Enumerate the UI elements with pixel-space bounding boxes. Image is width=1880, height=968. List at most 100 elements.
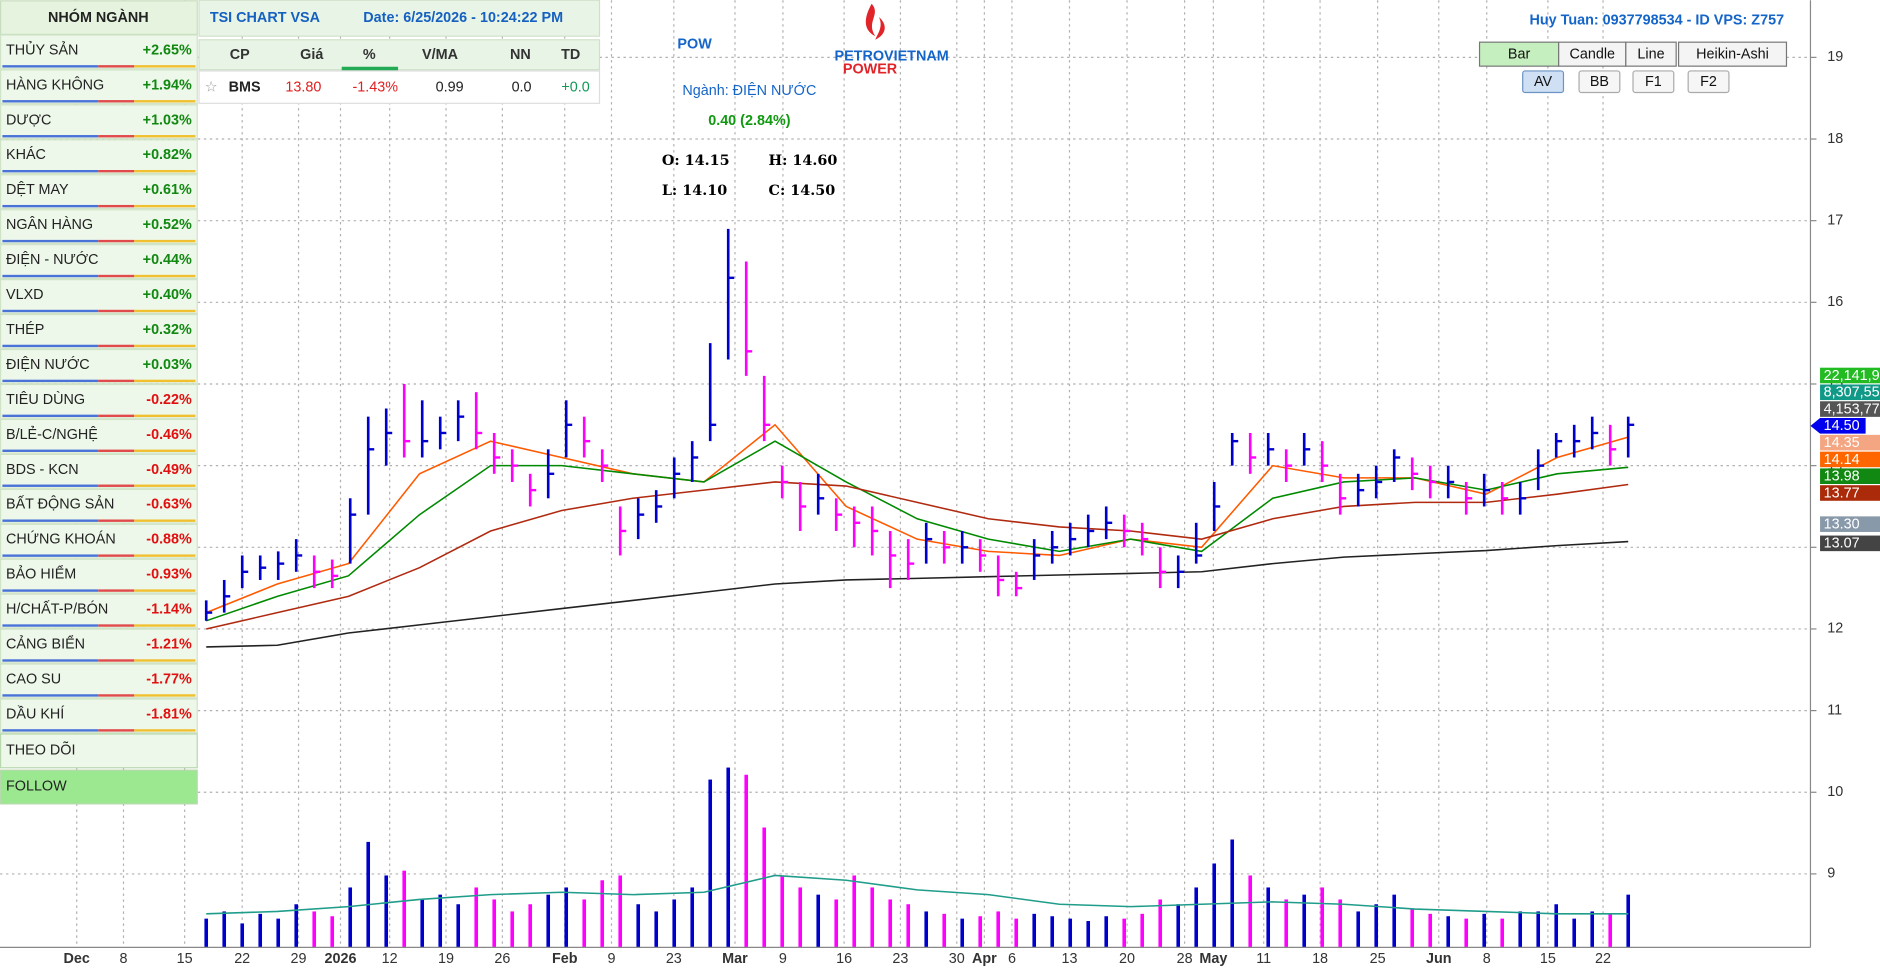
sector-change[interactable]: -0.22%	[146, 392, 192, 408]
sector-name[interactable]: HÀNG KHÔNG	[6, 76, 104, 93]
sector-bar	[134, 449, 196, 452]
sector-change[interactable]: -1.21%	[146, 637, 192, 653]
indicator-button[interactable]	[1687, 70, 1730, 94]
sector-name[interactable]: DỆT MAY	[6, 181, 69, 198]
sector-name[interactable]: BẤT ĐỘNG SẢN	[6, 496, 114, 513]
sector-row[interactable]	[0, 174, 198, 210]
sidebar-link-label[interactable]: THEO DÕI	[6, 742, 75, 759]
indicator-label[interactable]: F1	[1645, 74, 1662, 90]
volume-bar	[636, 904, 641, 948]
volume-bar	[1356, 911, 1361, 948]
chart-type-button[interactable]	[1625, 41, 1677, 67]
sector-row[interactable]	[0, 593, 198, 629]
sector-name[interactable]: ĐIỆN - NƯỚC	[6, 251, 98, 268]
sector-bar	[98, 65, 135, 68]
sector-bar	[134, 239, 196, 243]
sector-name[interactable]: THỦY SẢN	[6, 40, 78, 58]
sector-name[interactable]: H/CHẤT-P/BÓN	[6, 601, 108, 618]
sector-row[interactable]	[0, 313, 198, 349]
sector-change[interactable]: -0.63%	[146, 497, 192, 513]
sector-change[interactable]: -0.93%	[146, 567, 192, 583]
sector-change[interactable]: +1.94%	[143, 77, 192, 93]
sector-row[interactable]	[0, 453, 198, 489]
sector-change[interactable]: +0.03%	[143, 357, 192, 373]
chart-type-label[interactable]: Candle	[1569, 47, 1615, 63]
sector-name[interactable]: CAO SU	[6, 671, 61, 687]
sector-name[interactable]: B/LẺ-C/NGHỆ	[6, 426, 98, 443]
indicator-button[interactable]	[1632, 70, 1675, 94]
sector-name[interactable]: TIÊU DÙNG	[6, 391, 85, 408]
y-tick-label: 10	[1827, 784, 1843, 800]
sector-name[interactable]: KHÁC	[6, 146, 46, 163]
volume-bar	[1428, 913, 1433, 948]
x-tick-label: 30	[949, 951, 965, 967]
table-cell: +0.0	[561, 80, 589, 96]
sector-row[interactable]	[0, 418, 198, 454]
indicator-label[interactable]: BB	[1590, 74, 1609, 90]
volume-bar	[1266, 887, 1271, 948]
sector-name[interactable]: VLXD	[6, 287, 44, 303]
volume-bar	[888, 899, 893, 948]
price-label-box	[1820, 451, 1880, 468]
sector-name[interactable]: ĐIỆN NƯỚC	[6, 356, 90, 373]
x-tick-label: 29	[291, 951, 307, 967]
grid	[0, 0, 1811, 948]
sector-name[interactable]: BDS - KCN	[6, 462, 79, 478]
sector-name[interactable]: DƯỢC	[6, 112, 51, 128]
sector-change[interactable]: -0.46%	[146, 427, 192, 443]
sector-name[interactable]: CẢNG BIỂN	[6, 635, 85, 653]
indicator-label[interactable]: AV	[1534, 74, 1553, 90]
sector-change[interactable]: +0.40%	[143, 287, 192, 303]
sector-row[interactable]	[0, 698, 198, 734]
sector-name[interactable]: BẢO HIỂM	[6, 565, 76, 583]
sector-name[interactable]: THÉP	[6, 321, 44, 338]
sector-change[interactable]: -1.77%	[146, 671, 192, 687]
volume-bar	[708, 779, 713, 948]
chart-type-button[interactable]	[1677, 41, 1788, 67]
sector-change[interactable]: -0.49%	[146, 462, 192, 478]
table-row[interactable]	[198, 70, 601, 104]
sector-row[interactable]	[0, 69, 198, 105]
sector-change[interactable]: -1.14%	[146, 602, 192, 618]
sector-name[interactable]: CHỨNG KHOÁN	[6, 531, 116, 548]
sector-name[interactable]: DẦU KHÍ	[6, 705, 64, 722]
indicator-button[interactable]	[1578, 70, 1621, 94]
sector-change[interactable]: +0.82%	[143, 147, 192, 163]
chart-type-label[interactable]: Line	[1637, 47, 1664, 63]
sector-row[interactable]	[0, 34, 198, 70]
sector-change[interactable]: +0.61%	[143, 182, 192, 198]
sector-bar	[134, 694, 196, 697]
volume-bar	[654, 911, 659, 948]
chart-type-label[interactable]: Bar	[1508, 47, 1531, 63]
sector-row[interactable]	[0, 488, 198, 524]
sector-row[interactable]	[0, 244, 198, 280]
sector-change[interactable]: -1.81%	[146, 706, 192, 722]
sector-change[interactable]: -0.88%	[146, 532, 192, 548]
sidebar-link-label[interactable]: FOLLOW	[6, 779, 67, 795]
sidebar-link[interactable]	[0, 769, 198, 805]
x-tick-label: 12	[382, 951, 398, 967]
sector-row[interactable]	[0, 628, 198, 664]
sector-bar	[134, 519, 196, 522]
ui: TSI CHART VSA Date: 6/25/2026 - 10:24:22…	[198, 0, 1788, 199]
sector-row[interactable]	[0, 279, 198, 314]
sector-name[interactable]: NGÂN HÀNG	[6, 216, 93, 233]
sector-row[interactable]	[0, 209, 198, 245]
sector-row[interactable]	[0, 348, 198, 384]
sidebar-link[interactable]	[0, 733, 198, 769]
chart-type-label[interactable]: Heikin-Ashi	[1696, 47, 1769, 63]
sector-row[interactable]	[0, 383, 198, 419]
sector-change[interactable]: +0.44%	[143, 252, 192, 268]
sector-change[interactable]: +2.65%	[143, 42, 192, 58]
indicator-button[interactable]	[1522, 70, 1565, 94]
sector-row[interactable]	[0, 139, 198, 175]
sector-row[interactable]	[0, 558, 198, 594]
sector-change[interactable]: +0.52%	[143, 217, 192, 233]
sector-row[interactable]	[0, 104, 198, 140]
indicator-label[interactable]: F2	[1700, 74, 1717, 90]
sector-row[interactable]	[0, 523, 198, 559]
sector-row[interactable]	[0, 663, 198, 699]
sector-change[interactable]: +1.03%	[143, 112, 192, 128]
sector-change[interactable]: +0.32%	[143, 322, 192, 338]
price-label-box	[1820, 468, 1880, 484]
